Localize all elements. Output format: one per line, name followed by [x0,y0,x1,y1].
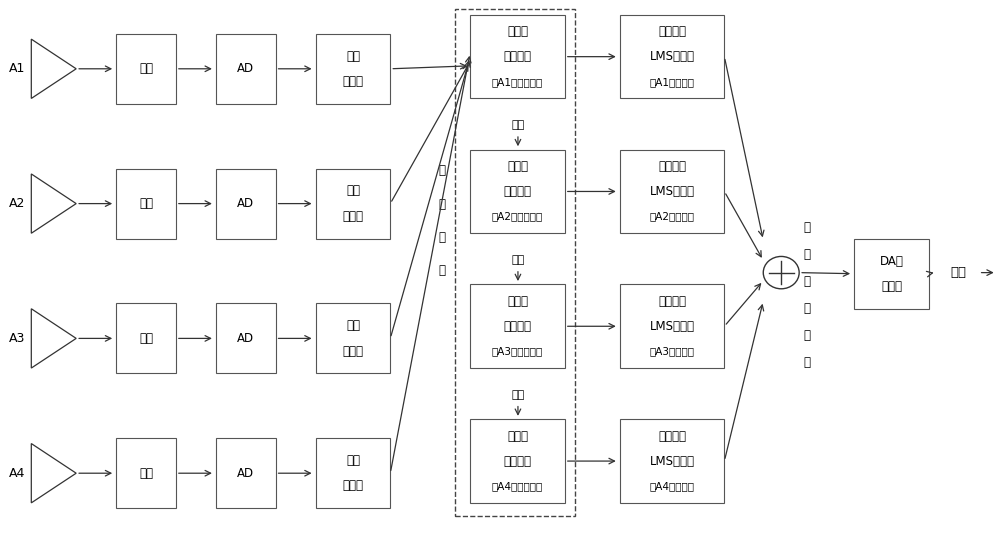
Text: LMS抗干扰: LMS抗干扰 [650,455,695,468]
Bar [455,9,575,517]
Text: AD: AD [237,332,254,345]
Text: 重: 重 [439,231,446,244]
Text: 虚拟阵列: 虚拟阵列 [503,455,531,468]
Polygon shape [31,39,76,99]
Bar [470,420,565,503]
Bar [216,169,276,238]
Bar [116,304,176,373]
Bar [316,438,390,508]
Text: 第四个: 第四个 [507,429,528,442]
Text: 预处理: 预处理 [342,479,363,492]
Text: （A1为参考）: （A1为参考） [650,77,695,87]
Text: 空时二维: 空时二维 [658,25,686,38]
Bar [620,150,724,233]
Text: AD: AD [237,197,254,210]
Text: 数据: 数据 [346,50,360,63]
Bar [216,438,276,508]
Text: 信道: 信道 [139,332,153,345]
Text: 次: 次 [804,248,811,261]
Text: LMS抗干扰: LMS抗干扰 [650,320,695,333]
Polygon shape [31,174,76,233]
Text: （A2为参考）: （A2为参考） [650,211,695,222]
Text: （A3为参考）: （A3为参考） [650,346,695,356]
Polygon shape [31,309,76,368]
Text: LMS抗干扰: LMS抗干扰 [650,50,695,63]
Text: 空时二维: 空时二维 [658,429,686,442]
Bar [316,169,390,238]
Text: 数据: 数据 [346,454,360,467]
Polygon shape [31,443,76,503]
Text: A2: A2 [9,197,26,210]
Bar [470,150,565,233]
Text: 预处理: 预处理 [342,210,363,223]
Bar [116,438,176,508]
Text: 第三个: 第三个 [507,295,528,308]
Text: 数据: 数据 [346,184,360,197]
Text: 虚拟阵列: 虚拟阵列 [503,320,531,333]
Text: 阵: 阵 [439,164,446,177]
Text: 数据: 数据 [346,319,360,332]
Text: DA及: DA及 [879,255,903,268]
Text: 虚拟阵列: 虚拟阵列 [503,185,531,198]
Bar [316,34,390,104]
Text: 成: 成 [804,356,811,369]
Text: A4: A4 [9,467,26,480]
Text: （A4为参考）: （A4为参考） [650,481,695,491]
Text: 信道: 信道 [139,467,153,480]
Text: （A4为主阵元）: （A4为主阵元） [492,481,543,491]
Bar [620,285,724,368]
Bar [854,238,929,309]
Text: 预处理: 预处理 [342,345,363,358]
Text: A1: A1 [9,62,26,75]
Text: （A3为主阵元）: （A3为主阵元） [492,346,543,356]
Text: 空时二维: 空时二维 [658,160,686,173]
Text: 复制: 复制 [511,390,525,400]
Text: 空时二维: 空时二维 [658,295,686,308]
Text: 预处理: 预处理 [342,75,363,88]
Bar [116,34,176,104]
Text: 上变频: 上变频 [881,280,902,293]
Text: 第一个: 第一个 [507,25,528,38]
Bar [620,15,724,99]
Bar [470,15,565,99]
Text: 合: 合 [804,329,811,342]
Text: 二: 二 [804,221,811,234]
Text: A3: A3 [9,332,26,345]
Text: 第二个: 第二个 [507,160,528,173]
Text: AD: AD [237,467,254,480]
Bar [216,304,276,373]
Text: 复制: 复制 [511,255,525,265]
Text: 构: 构 [439,264,446,278]
Text: 列: 列 [439,198,446,211]
Text: 信道: 信道 [139,62,153,75]
Bar [216,34,276,104]
Text: AD: AD [237,62,254,75]
Text: 虚拟阵列: 虚拟阵列 [503,50,531,63]
Ellipse shape [763,256,799,289]
Bar [470,285,565,368]
Bar [316,304,390,373]
Text: 信道: 信道 [139,197,153,210]
Text: 束: 束 [804,302,811,315]
Text: 复制: 复制 [511,120,525,131]
Text: （A1为主阵元）: （A1为主阵元） [492,77,543,87]
Bar [620,420,724,503]
Text: 输出: 输出 [951,266,967,279]
Text: LMS抗干扰: LMS抗干扰 [650,185,695,198]
Text: （A2为主阵元）: （A2为主阵元） [492,211,543,222]
Text: 波: 波 [804,275,811,288]
Bar [116,169,176,238]
